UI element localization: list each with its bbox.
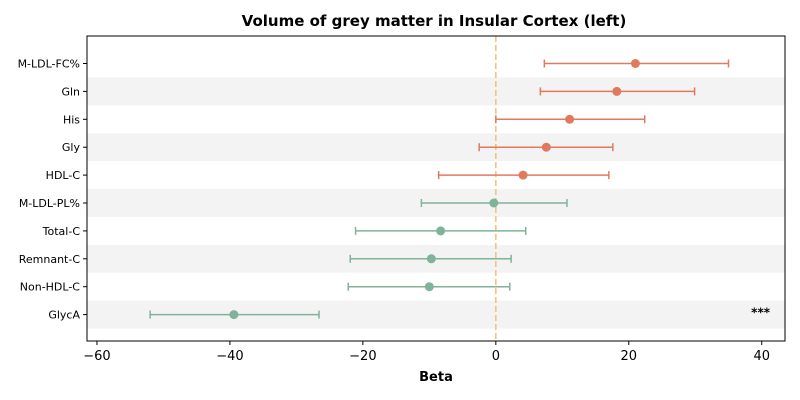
beta-point: [229, 310, 239, 320]
x-tick-label: −20: [349, 349, 376, 364]
x-tick-label: −40: [216, 349, 243, 364]
y-tick-label: HDL-C: [46, 169, 81, 182]
beta-point: [541, 142, 551, 152]
estimates: ***: [149, 59, 771, 320]
y-tick-label: M-LDL-PL%: [19, 197, 80, 210]
y-tick-label: His: [63, 113, 80, 126]
beta-point: [612, 86, 622, 96]
row-band: [87, 133, 785, 162]
y-tick-label: M-LDL-FC%: [18, 58, 80, 71]
beta-point: [489, 198, 499, 208]
chart-title: Volume of grey matter in Insular Cortex …: [242, 12, 627, 30]
y-axis: M-LDL-FC% Gln His Gly HDL-C M-LDL-PL% Total-C R…: [18, 58, 87, 322]
x-tick-label: 0: [492, 349, 500, 364]
y-tick-label: Gly: [62, 141, 81, 154]
y-tick-label: Non-HDL-C: [20, 281, 81, 294]
y-tick-label: Gln: [61, 85, 80, 98]
beta-point: [630, 59, 640, 68]
x-tick-label: −60: [83, 349, 110, 364]
beta-point: [565, 114, 575, 124]
y-tick-label: Total-C: [42, 225, 81, 238]
y-tick-label: Remnant-C: [19, 253, 81, 266]
x-tick-label: 40: [753, 349, 770, 364]
beta-point: [424, 282, 434, 292]
y-tick-label: GlycA: [48, 309, 80, 322]
beta-point: [426, 254, 436, 264]
beta-point: [518, 170, 528, 180]
x-tick-label: 20: [621, 349, 638, 364]
significance-annotation: ***: [751, 306, 771, 320]
beta-point: [436, 226, 446, 236]
x-axis-label: Beta: [419, 370, 453, 385]
plot-frame: [86, 35, 786, 342]
x-axis: −60 −40 −20 0 20 40: [83, 341, 770, 364]
